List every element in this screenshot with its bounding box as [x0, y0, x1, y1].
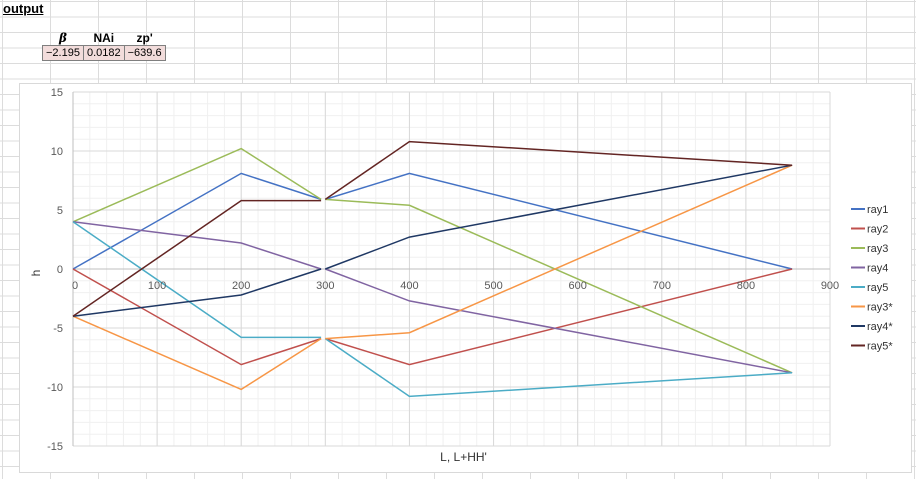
series-line-ray3: [72, 147, 322, 223]
series-line-ray3: [325, 198, 793, 374]
y-tick-label: 5: [57, 205, 63, 217]
header-zp: zp': [136, 31, 153, 45]
chart-legend: ray1 ray2 ray3 ray4 ray5 ray3* ray4* ray5*: [851, 204, 893, 353]
series-line-ray3-star: [72, 315, 322, 391]
series-line-ray5: [72, 221, 322, 339]
legend-label: ray5: [867, 282, 888, 294]
sheet-title: output: [3, 1, 44, 16]
x-tick-label: 700: [653, 280, 671, 292]
series-line-ray1: [325, 172, 793, 270]
ray-trace-chart: 0 100 200 300 400 500 600 700 800 900 15 10 5 0 -5 -10 -…: [29, 87, 893, 464]
chart-tick-labels: 0 100 200 300 400 500 600 700 800 900 15 10 5 0 -5 -10 -…: [29, 87, 839, 464]
cell-zp-value[interactable]: −639.6: [123, 45, 166, 61]
y-tick-label: -15: [47, 441, 63, 453]
series-line-ray5: [324, 337, 793, 398]
chart-series: [72, 140, 793, 398]
x-tick-label: 800: [737, 280, 755, 292]
parameter-table: β NAi zp' −2.195 0.0182 −639.6: [42, 31, 166, 61]
legend-label: ray4: [867, 263, 888, 275]
cell-nai-value[interactable]: 0.0182: [82, 45, 125, 61]
legend-label: ray4*: [867, 321, 893, 333]
y-axis-title: h: [29, 270, 43, 277]
legend-label: ray3*: [867, 302, 893, 314]
x-axis-title: L, L+HH': [440, 450, 487, 464]
cell-beta-value[interactable]: −2.195: [42, 45, 84, 61]
series-line-ray1: [72, 172, 322, 270]
x-tick-label: 100: [148, 280, 166, 292]
header-nai: NAi: [93, 31, 115, 45]
series-line-ray2: [72, 268, 322, 366]
legend-label: ray1: [867, 204, 888, 216]
y-tick-label: -10: [47, 382, 63, 394]
series-line-ray5-star: [72, 199, 322, 317]
x-tick-label: 300: [316, 280, 334, 292]
x-tick-label: 600: [568, 280, 586, 292]
y-tick-label: -5: [53, 323, 63, 335]
x-tick-label: 0: [72, 280, 78, 292]
series-line-ray2: [325, 268, 793, 366]
series-line-ray4: [72, 221, 322, 270]
x-tick-label: 400: [400, 280, 418, 292]
series-line-ray4-star: [72, 268, 322, 317]
series-line-ray5-star: [324, 140, 793, 201]
y-tick-label: 0: [57, 264, 63, 276]
header-beta: β: [58, 31, 67, 45]
legend-label: ray3: [867, 243, 888, 255]
chart-axes: [72, 92, 830, 446]
x-tick-label: 200: [232, 280, 250, 292]
x-tick-label: 500: [484, 280, 502, 292]
legend-label: ray2: [867, 224, 888, 236]
series-line-ray4-star: [325, 164, 793, 270]
series-line-ray4: [325, 268, 793, 374]
y-tick-label: 15: [51, 87, 63, 99]
chart-area[interactable]: 0 100 200 300 400 500 600 700 800 900 15 10 5 0 -5 -10 -…: [19, 83, 912, 473]
series-line-ray3-star: [325, 164, 793, 340]
y-tick-label: 10: [51, 146, 63, 158]
legend-label: ray5*: [867, 341, 893, 353]
x-tick-label: 900: [821, 280, 839, 292]
